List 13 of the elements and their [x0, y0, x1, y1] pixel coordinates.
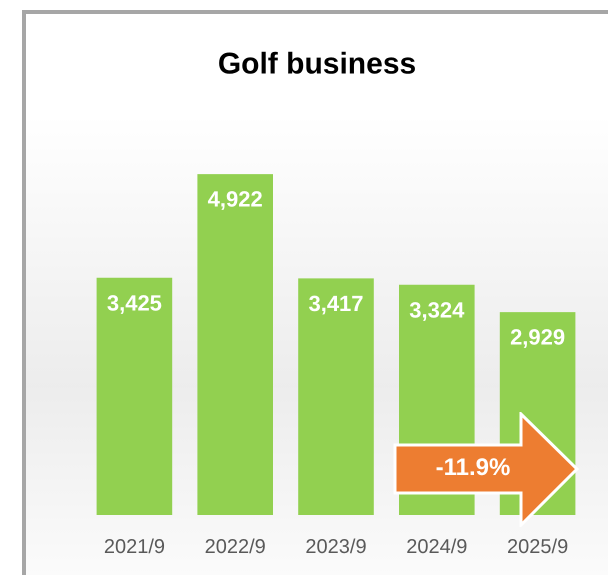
arrow: -11.9% — [393, 412, 579, 527]
data-label: 3,425 — [106, 290, 162, 316]
data-label: 4,922 — [208, 186, 263, 212]
x-tick-label: 2025/9 — [507, 536, 568, 558]
data-label: 3,417 — [308, 290, 364, 316]
chart-title: Golf business — [218, 48, 416, 80]
annotation: -11.9% — [434, 454, 512, 482]
x-tick-label: 2021/9 — [104, 536, 165, 558]
x-tick-label: 2024/9 — [406, 536, 468, 558]
data-label: 3,324 — [409, 297, 466, 322]
data-label: 2,929 — [510, 324, 566, 350]
x-tick-label: 2023/9 — [305, 536, 367, 558]
x-tick-label: 2022/9 — [204, 536, 266, 558]
